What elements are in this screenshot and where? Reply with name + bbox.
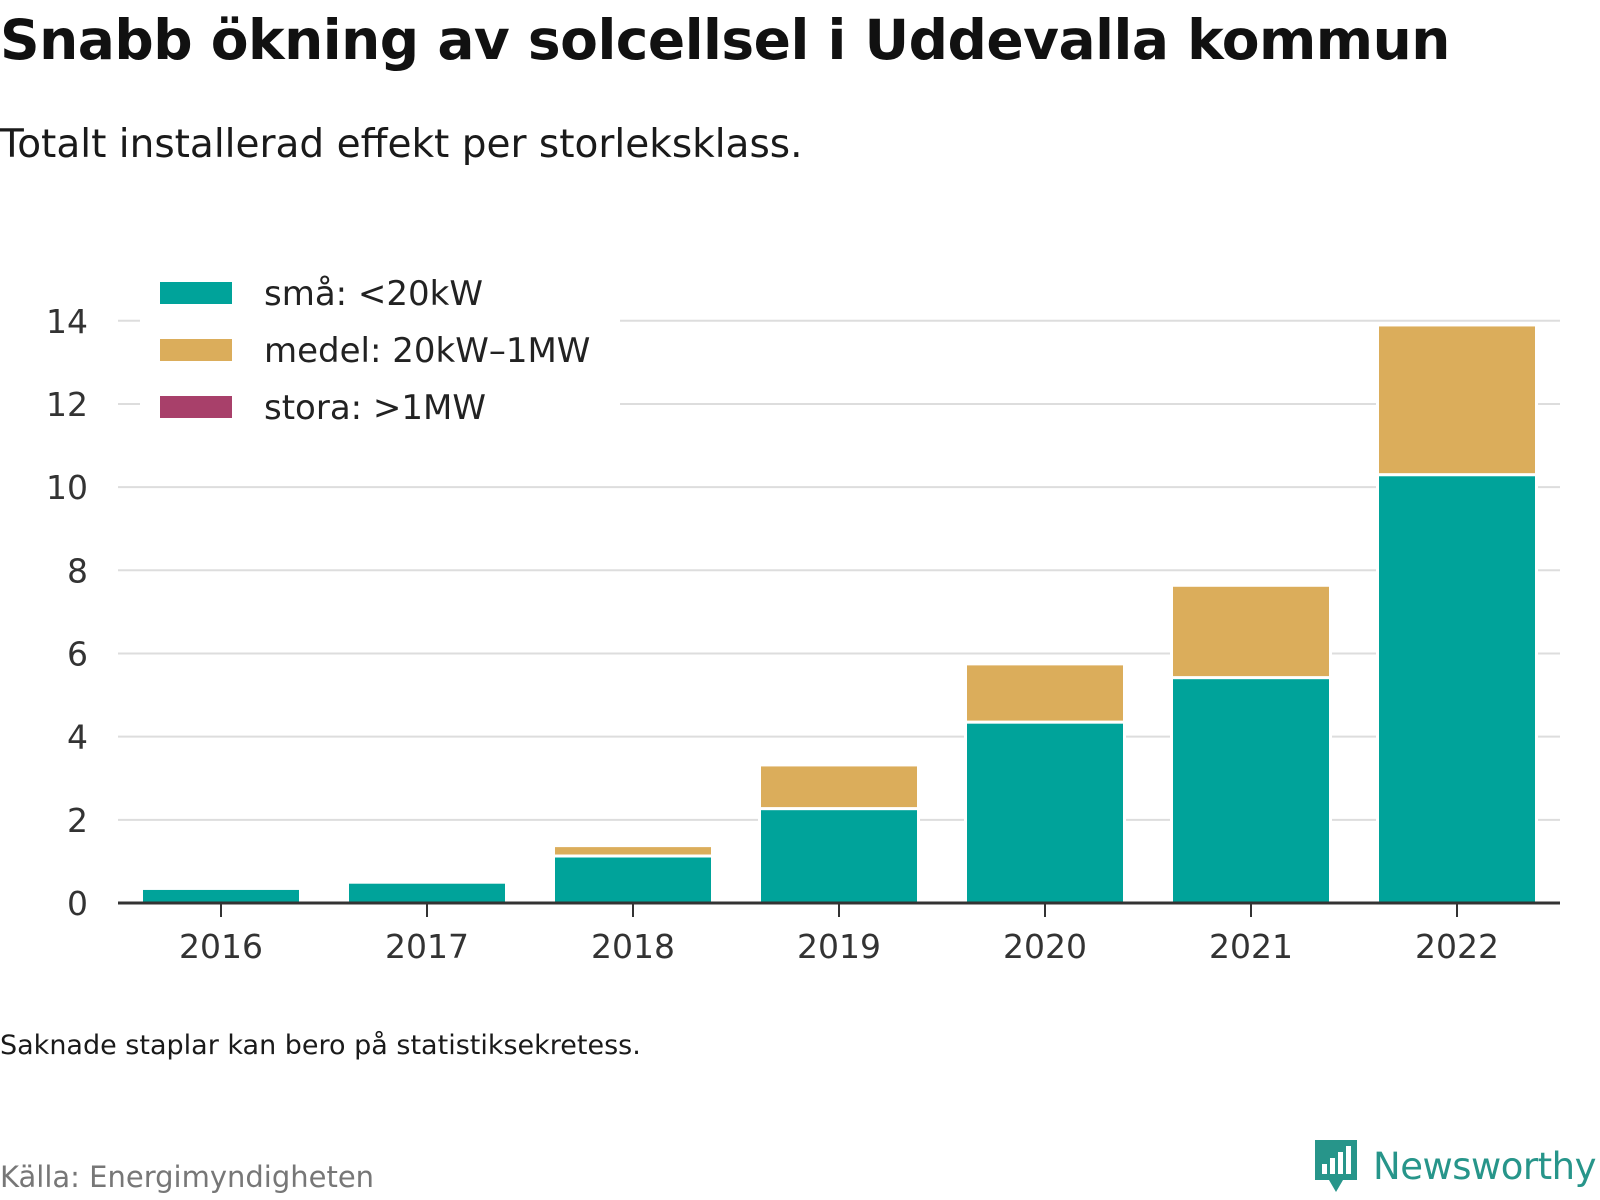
- legend-label: små: <20kW: [264, 274, 483, 314]
- y-tick-label: 2: [67, 801, 88, 840]
- x-tick-label: 2022: [1415, 927, 1499, 966]
- x-tick-label: 2020: [1003, 927, 1087, 966]
- newsworthy-logo-icon: [1315, 1140, 1358, 1192]
- chart-note: Saknade staplar kan bero på statistiksek…: [0, 1030, 641, 1061]
- bar-segment: [140, 886, 302, 905]
- x-tick-label: 2018: [591, 927, 675, 966]
- legend-swatch: [160, 396, 232, 418]
- legend-swatch: [160, 282, 232, 304]
- y-tick-label: 0: [67, 884, 88, 923]
- y-tick-label: 12: [46, 385, 88, 424]
- bars: [140, 323, 1538, 905]
- axes: 0 2 4 6 8 10 12 14 2016 2017 2018 2019 2020 2021 2022: [46, 302, 1560, 966]
- bar-segment: [758, 807, 920, 905]
- y-tick-label: 6: [67, 634, 88, 673]
- bar-segment: [758, 763, 920, 811]
- legend-swatch: [160, 339, 232, 361]
- bar-segment: [1170, 676, 1332, 905]
- x-tick-label: 2017: [385, 927, 469, 966]
- bar-segment: [346, 880, 508, 905]
- y-tick-label: 10: [46, 468, 88, 507]
- brand-name: Newsworthy: [1373, 1144, 1596, 1188]
- bar-segment: [1376, 473, 1538, 905]
- bar-segment: [552, 854, 714, 905]
- bar-segment: [1376, 323, 1538, 477]
- x-tick-label: 2019: [797, 927, 881, 966]
- bar-segment: [964, 662, 1126, 724]
- y-tick-label: 4: [67, 718, 88, 757]
- source-credit: Källa: Energimyndigheten: [0, 1160, 375, 1194]
- y-tick-label: 14: [46, 302, 88, 341]
- bar-segment: [964, 720, 1126, 905]
- legend: små: <20kW medel: 20kW–1MW stora: >1MW: [140, 262, 620, 432]
- chart-title: Snabb ökning av solcellsel i Uddevalla k…: [0, 8, 1450, 72]
- legend-label: stora: >1MW: [264, 388, 486, 428]
- x-tick-label: 2021: [1209, 927, 1293, 966]
- x-tick-label: 2016: [179, 927, 263, 966]
- bar-segment: [1170, 583, 1332, 680]
- bar-segment: [552, 844, 714, 858]
- legend-label: medel: 20kW–1MW: [264, 331, 590, 371]
- brand-logo: Newsworthy: [1311, 1136, 1596, 1196]
- chart-subtitle: Totalt installerad effekt per storlekskl…: [0, 122, 803, 167]
- y-tick-label: 8: [67, 551, 88, 590]
